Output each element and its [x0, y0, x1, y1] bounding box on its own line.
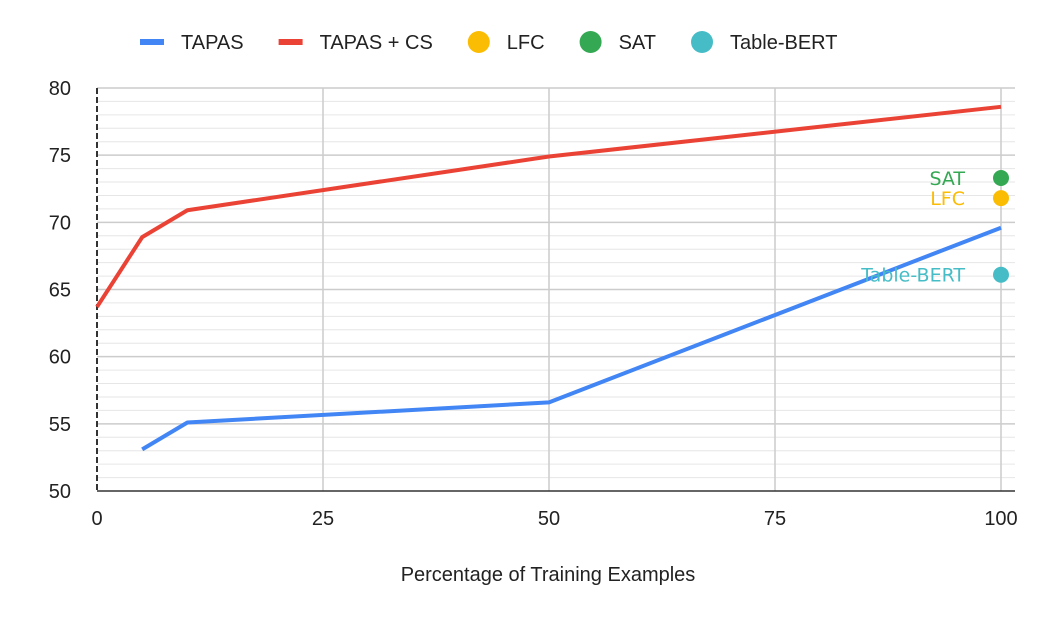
- y-tick-label: 50: [49, 481, 71, 503]
- lfc-point: [993, 190, 1009, 207]
- sat-point: [993, 170, 1009, 187]
- x-axis-title: Percentage of Training Examples: [401, 564, 696, 586]
- x-tick-label: 0: [91, 508, 102, 530]
- x-tick-label: 100: [984, 508, 1017, 530]
- x-tick-label: 25: [312, 508, 334, 530]
- table-bert-data-label: Table-BERT: [860, 265, 965, 287]
- y-tick-label: 80: [49, 78, 71, 100]
- legend-label-tapas: TAPAS: [181, 32, 244, 54]
- legend-label-lfc: LFC: [507, 32, 545, 54]
- legend-marker-lfc: [467, 31, 490, 53]
- y-tick-label: 60: [49, 347, 71, 369]
- legend-label-tapas-cs: TAPAS + CS: [320, 32, 433, 54]
- table-bert-point: [993, 266, 1009, 283]
- legend-marker-tapas-cs: [278, 39, 303, 45]
- y-tick-label: 75: [49, 145, 71, 167]
- axes: 50 55 60 65 70 75 80 0 25 50 75 100: [49, 78, 1018, 530]
- x-tick-label: 75: [764, 508, 786, 530]
- legend-label-sat: SAT: [619, 32, 656, 54]
- tapas-line: [141, 225, 1002, 452]
- legend-marker-tapas: [140, 39, 164, 45]
- lfc-data-label: LFC: [930, 188, 965, 210]
- y-tick-label: 70: [49, 212, 71, 234]
- tapas-cs-line: [95, 104, 1002, 309]
- x-tick-label: 50: [538, 508, 560, 530]
- sat-data-label: SAT: [929, 168, 965, 190]
- legend-marker-sat: [579, 31, 602, 53]
- y-tick-label: 65: [49, 280, 71, 302]
- y-tick-label: 55: [49, 414, 71, 436]
- series-layer: [95, 104, 1009, 452]
- legend-marker-table-bert: [691, 31, 714, 53]
- legend-label-table-bert: Table-BERT: [730, 32, 837, 54]
- legend: TAPAS TAPAS + CS LFC SAT Table-BERT: [140, 31, 837, 54]
- grid: [97, 87, 1015, 491]
